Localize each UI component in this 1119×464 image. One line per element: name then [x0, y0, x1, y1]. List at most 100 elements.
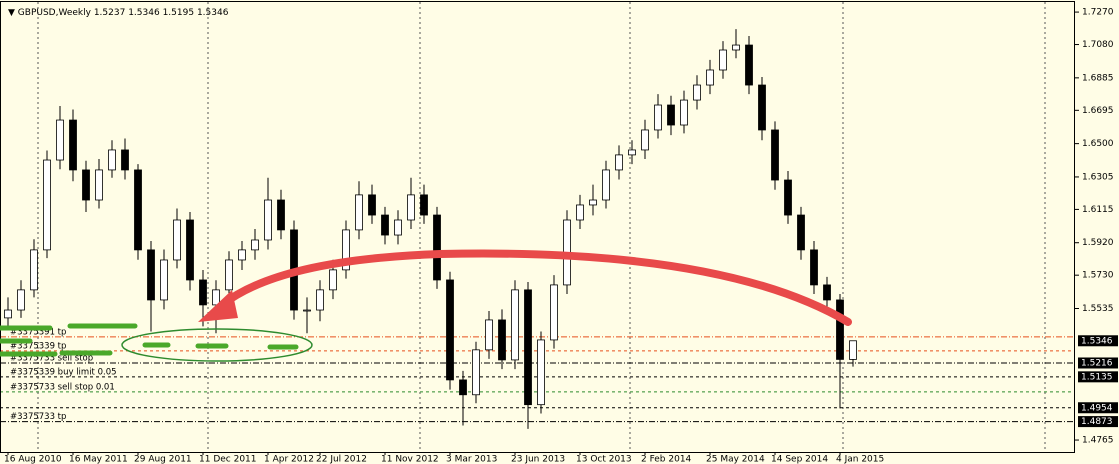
candle-body: [589, 199, 597, 206]
candle-body: [576, 204, 584, 221]
candle-body: [329, 269, 337, 291]
x-tick-label: 1 Apr 2012: [264, 455, 314, 464]
order-label: #3375391 tp: [10, 327, 66, 337]
candle-body: [654, 104, 662, 131]
order-lines: #3375391 tp #3375339 tp #3375733 sell stop…: [0, 327, 1075, 423]
candle-body: [368, 194, 376, 216]
close: 1.5346: [197, 8, 229, 18]
candle-body: [797, 214, 805, 251]
candle-body: [17, 289, 25, 311]
x-tick-label: 13 Oct 2013: [576, 455, 632, 464]
candle-body: [524, 289, 532, 406]
candle-body: [173, 219, 181, 261]
high: 1.5346: [128, 8, 160, 18]
candle-body: [758, 84, 766, 131]
candle-body: [719, 49, 727, 71]
candle-body: [745, 44, 753, 86]
candle-body: [511, 289, 519, 361]
candle-body: [82, 169, 90, 201]
candle-body: [459, 379, 467, 396]
price-marker: [1078, 416, 1118, 428]
candle-body: [537, 339, 545, 406]
x-tick-label: 29 Aug 2011: [134, 455, 192, 464]
candle-body: [251, 239, 259, 251]
price-marker: [1078, 402, 1118, 414]
candle-body: [342, 229, 350, 271]
candle-body: [303, 309, 311, 312]
candle-body: [121, 149, 129, 171]
candle-body: [485, 319, 493, 351]
candle-body: [420, 194, 428, 216]
x-tick-label: 23 Jun 2013: [511, 455, 565, 464]
order-label: #3375339 buy limit 0.05: [10, 367, 117, 377]
candle-body: [30, 249, 38, 291]
price-marker: [1078, 371, 1118, 383]
candle-body: [147, 249, 155, 301]
price-axis: 1.7270 1.7080 1.6885 1.6695 1.6500 1.6305 1.61…: [1075, 8, 1118, 446]
candle-body: [433, 214, 441, 281]
y-tick-label: 1.4765: [1082, 436, 1114, 446]
x-tick-label: 14 Sep 2014: [771, 455, 828, 464]
candle-body: [407, 194, 415, 221]
y-tick-label: 1.7270: [1082, 8, 1114, 18]
price-marker-label: 1.5216: [1081, 358, 1113, 368]
candle-body: [823, 284, 831, 301]
candle-body: [680, 99, 688, 126]
y-tick-label: 1.5730: [1082, 271, 1114, 281]
y-tick-label: 1.6500: [1082, 139, 1114, 149]
x-tick-label: 11 Dec 2011: [199, 455, 257, 464]
candle-body: [615, 154, 623, 171]
price-marker-label: 1.4954: [1081, 403, 1113, 413]
x-tick-label: 3 Mar 2013: [446, 455, 497, 464]
header-arrow: ▼: [8, 8, 18, 18]
candle-body: [4, 309, 12, 319]
candles: [4, 29, 857, 429]
candle-body: [641, 129, 649, 151]
x-tick-label: 11 Nov 2012: [381, 455, 439, 464]
candle-body: [602, 169, 610, 201]
x-tick-label: 22 Jul 2012: [316, 455, 367, 464]
y-tick-label: 1.5535: [1082, 304, 1114, 314]
y-tick-label: 1.5920: [1082, 238, 1114, 248]
candle-body: [316, 289, 324, 311]
candle-body: [472, 349, 480, 396]
y-tick-label: 1.6115: [1082, 205, 1114, 215]
symbol: GBPUSD,Weekly: [18, 8, 92, 18]
time-axis: 16 Aug 2010 16 May 2011 29 Aug 2011 11 Dec …: [4, 452, 884, 464]
green-dashes: [0, 323, 299, 357]
order-label: #3375733 sell stop 0.01: [10, 382, 115, 392]
candle-body: [706, 69, 714, 86]
price-marker: [1078, 357, 1118, 369]
candle-body: [277, 199, 285, 231]
candle-body: [550, 284, 558, 341]
order-label: #3375339 tp: [10, 341, 66, 351]
candle-body: [56, 119, 64, 161]
x-tick-label: 25 May 2014: [706, 455, 765, 464]
candle-body: [134, 169, 142, 251]
y-tick-label: 1.6305: [1082, 172, 1114, 182]
candle-body: [212, 289, 220, 306]
x-tick-label: 16 May 2011: [69, 455, 128, 464]
price-marker-label: 1.5135: [1081, 372, 1113, 382]
candle-body: [810, 249, 818, 286]
price-marker-label: 1.4873: [1081, 417, 1113, 427]
candle-body: [225, 259, 233, 291]
candle-body: [836, 299, 844, 360]
candle-body: [108, 149, 116, 171]
x-tick-label: 4 Jan 2015: [836, 455, 884, 464]
plot-frame: [0, 1, 1075, 453]
candle-body: [849, 340, 857, 360]
candle-body: [160, 259, 168, 301]
y-tick-label: 1.6695: [1082, 106, 1114, 116]
red-arrow: [218, 249, 852, 326]
order-label: #3375733 tp: [10, 412, 66, 422]
annotations: [0, 249, 852, 362]
candle-body: [446, 279, 454, 381]
candle-body: [732, 44, 740, 51]
candle-body: [784, 179, 792, 216]
y-tick-label: 1.6885: [1082, 73, 1114, 83]
candle-body: [667, 104, 675, 126]
